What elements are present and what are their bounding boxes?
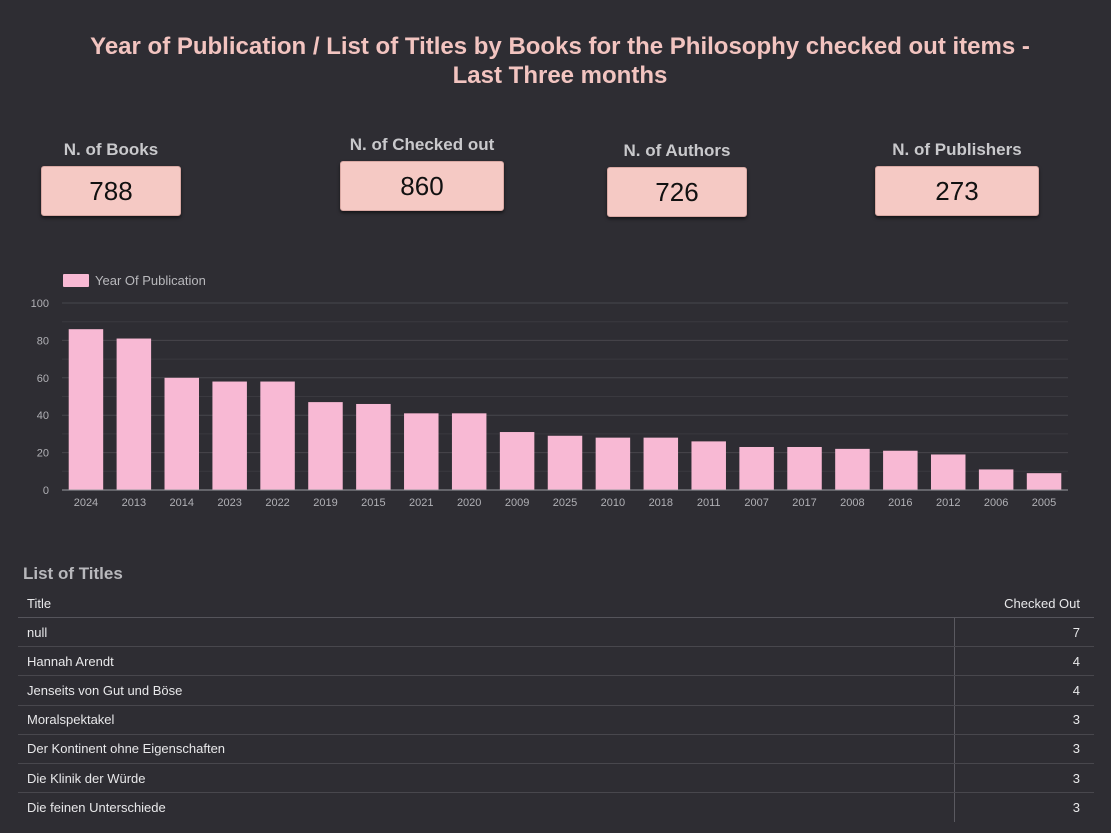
legend-swatch bbox=[63, 274, 89, 287]
bar-2011 bbox=[691, 441, 726, 490]
list-title: List of Titles bbox=[23, 564, 123, 583]
x-tick-label: 2013 bbox=[122, 497, 146, 509]
kpi-value: 860 bbox=[340, 161, 504, 211]
bar-2007 bbox=[739, 446, 774, 490]
table-row[interactable]: Hannah Arendt 4 bbox=[18, 647, 1094, 677]
table-row[interactable]: Die Klinik der Würde 3 bbox=[18, 763, 1094, 794]
page-title-line-2: Last Three months bbox=[452, 62, 668, 89]
page-title-line-1: Year of Publication / List of Titles by … bbox=[90, 33, 1030, 60]
kpi-value: 273 bbox=[875, 166, 1039, 216]
row-checked-out: 3 bbox=[954, 705, 1094, 734]
x-tick-label: 2016 bbox=[888, 497, 912, 509]
bar-2023 bbox=[212, 381, 247, 490]
x-tick-label: 2018 bbox=[649, 497, 673, 509]
kpi-value: 788 bbox=[41, 166, 181, 216]
y-tick-label: 0 bbox=[43, 485, 49, 497]
row-title: Der Kontinent ohne Eigenschaften bbox=[27, 741, 226, 757]
row-checked-out: 3 bbox=[954, 734, 1094, 763]
bar-2012 bbox=[930, 454, 966, 490]
bar-2016 bbox=[883, 450, 918, 490]
kpi-label: N. of Checked out bbox=[349, 135, 495, 154]
table-row[interactable]: null 7 bbox=[18, 618, 1094, 648]
titles-table: Title Checked Out null 7 Hannah Arendt 4 Jen… bbox=[18, 590, 1094, 823]
kpi-label: N. of Publishers bbox=[892, 140, 1022, 159]
x-tick-label: 2012 bbox=[936, 497, 960, 509]
table-row[interactable]: Moralspektakel 3 bbox=[18, 705, 1094, 735]
kpi-value: 726 bbox=[607, 167, 747, 217]
column-header-title[interactable]: Title bbox=[27, 596, 52, 611]
bar-2006 bbox=[978, 469, 1014, 490]
row-checked-out: 4 bbox=[954, 647, 1094, 676]
bar-2005 bbox=[1026, 473, 1062, 490]
x-tick-label: 2006 bbox=[984, 497, 1008, 509]
legend-label: Year Of Publication bbox=[95, 273, 206, 288]
bar-2021 bbox=[404, 413, 439, 490]
row-checked-out: 3 bbox=[954, 763, 1094, 793]
y-tick-label: 100 bbox=[31, 298, 49, 310]
y-tick-label: 60 bbox=[37, 373, 49, 385]
row-checked-out: 4 bbox=[954, 676, 1094, 705]
kpi-books: N. of Books 788 bbox=[41, 140, 181, 216]
row-title: Moralspektakel bbox=[27, 712, 115, 728]
bar-2013 bbox=[116, 338, 152, 490]
x-tick-label: 2021 bbox=[409, 497, 433, 509]
y-tick-label: 80 bbox=[37, 335, 49, 347]
table-body: null 7 Hannah Arendt 4 Jenseits von Gut und … bbox=[18, 618, 1094, 823]
kpi-publishers: N. of Publishers 273 bbox=[875, 140, 1039, 216]
year-of-publication-chart: Year Of Publication 0 20 40 60 80 100 2024 2013 2… bbox=[0, 262, 1111, 522]
bar-2020 bbox=[451, 413, 487, 490]
bar-chart-svg: Year Of Publication 0 20 40 60 80 100 2024 2013 2… bbox=[31, 273, 1068, 509]
x-tick-label: 2015 bbox=[361, 497, 385, 509]
row-title: Die feinen Unterschiede bbox=[27, 800, 166, 816]
x-tick-label: 2009 bbox=[505, 497, 529, 509]
bar-2009 bbox=[499, 432, 535, 490]
x-tick-label: 2008 bbox=[840, 497, 864, 509]
page-title: Year of Publication / List of Titles by … bbox=[30, 32, 1090, 90]
kpi-label: N. of Books bbox=[63, 140, 159, 159]
bar-2022 bbox=[260, 381, 295, 490]
row-checked-out: 7 bbox=[954, 618, 1094, 647]
bar-2014 bbox=[164, 377, 200, 490]
bar-2019 bbox=[308, 402, 343, 490]
row-title: null bbox=[27, 624, 48, 640]
row-title: Die Klinik der Würde bbox=[27, 770, 146, 786]
x-tick-label: 2010 bbox=[601, 497, 625, 509]
bar-2025 bbox=[547, 435, 583, 490]
x-tick-label: 2024 bbox=[74, 497, 98, 509]
row-checked-out: 3 bbox=[954, 793, 1094, 823]
x-tick-label: 2017 bbox=[792, 497, 816, 509]
table-row[interactable]: Die feinen Unterschiede 3 bbox=[18, 793, 1094, 823]
x-tick-label: 2005 bbox=[1032, 497, 1056, 509]
y-tick-label: 40 bbox=[37, 410, 49, 422]
kpi-authors: N. of Authors 726 bbox=[607, 141, 747, 217]
bar-2018 bbox=[643, 437, 679, 490]
x-tick-label: 2007 bbox=[744, 497, 768, 509]
kpi-label: N. of Authors bbox=[623, 141, 731, 160]
row-title: Hannah Arendt bbox=[27, 653, 114, 669]
x-tick-label: 2011 bbox=[697, 497, 721, 509]
kpi-checked-out: N. of Checked out 860 bbox=[340, 135, 504, 211]
x-tick-label: 2014 bbox=[170, 497, 194, 509]
bar-2015 bbox=[356, 403, 391, 490]
bar-2010 bbox=[595, 437, 631, 490]
bar-2017 bbox=[787, 446, 822, 490]
table-row[interactable]: Jenseits von Gut und Böse 4 bbox=[18, 676, 1094, 706]
x-tick-label: 2023 bbox=[217, 497, 241, 509]
table-row[interactable]: Der Kontinent ohne Eigenschaften 3 bbox=[18, 734, 1094, 764]
x-tick-label: 2019 bbox=[313, 497, 337, 509]
bar-2008 bbox=[835, 448, 870, 490]
row-title: Jenseits von Gut und Böse bbox=[27, 682, 183, 698]
x-tick-label: 2020 bbox=[457, 497, 481, 509]
table-header: Title Checked Out bbox=[18, 590, 1094, 618]
x-tick-label: 2022 bbox=[265, 497, 289, 509]
bar-2024 bbox=[68, 329, 104, 490]
x-tick-label: 2025 bbox=[553, 497, 577, 509]
y-tick-label: 20 bbox=[37, 448, 49, 460]
column-header-checked-out[interactable]: Checked Out bbox=[1004, 596, 1080, 611]
